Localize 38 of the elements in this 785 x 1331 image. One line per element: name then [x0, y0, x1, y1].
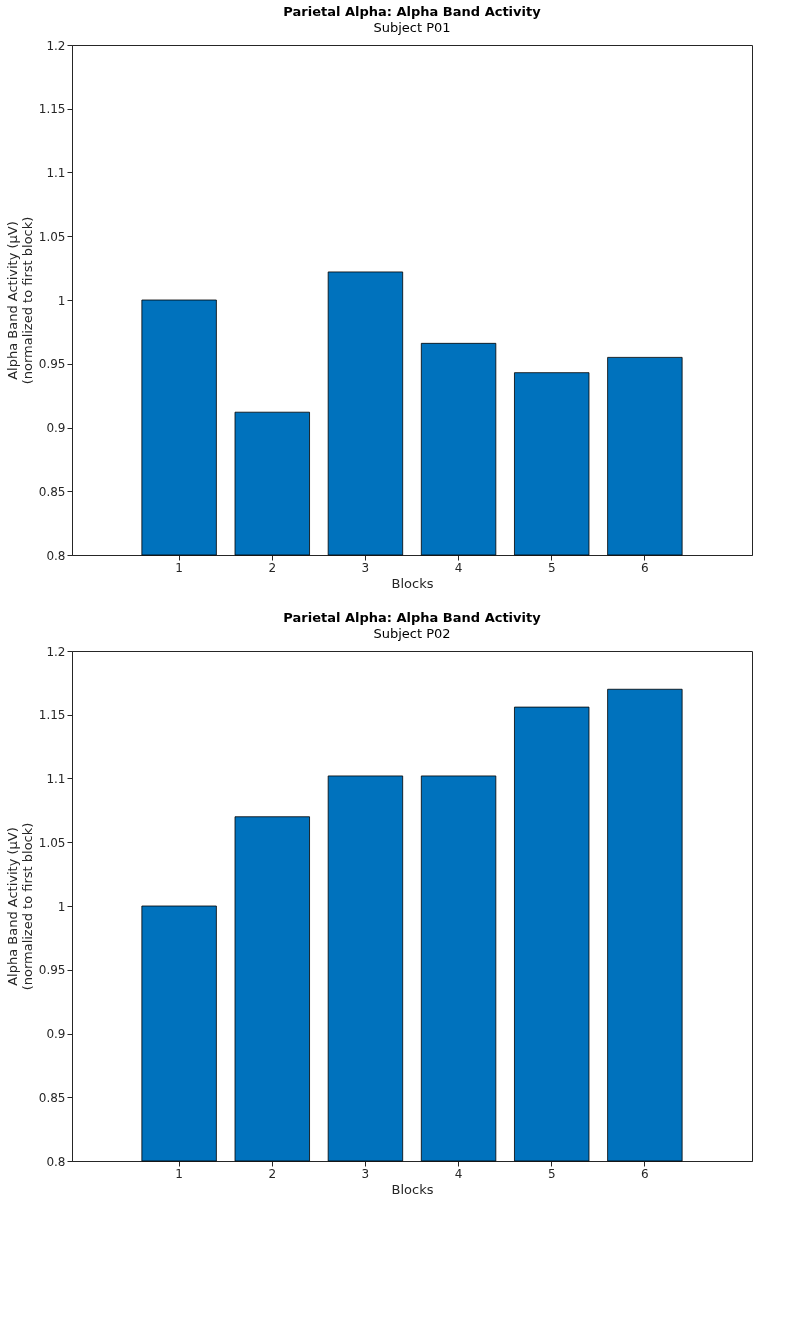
y-tick-label: 1.05	[38, 835, 66, 850]
y-tick-label: 0.95	[38, 963, 66, 978]
y-tick-label: 1.2	[46, 38, 66, 53]
y-tick-label: 1.15	[38, 102, 66, 117]
chart-title: Parietal Alpha: Alpha Band Activity	[283, 610, 542, 625]
y-tick-label: 0.8	[46, 1154, 66, 1169]
x-tick-label: 6	[641, 1166, 649, 1181]
x-tick-label: 4	[454, 560, 463, 575]
x-tick-label: 1	[175, 1166, 183, 1181]
y-tick-label: 0.9	[46, 1027, 66, 1041]
x-axis-title: Blocks	[391, 1181, 434, 1197]
y-tick-label: 0.95	[38, 357, 66, 372]
x-tick-label: 5	[547, 560, 556, 575]
x-tick-label: 1	[175, 560, 183, 575]
y-tick-label: 1.1	[46, 772, 66, 786]
x-tick-label: 3	[361, 1166, 370, 1181]
y-tick-label: 0.9	[46, 421, 66, 435]
y-tick-label: 0.85	[38, 1090, 66, 1105]
y-axis-title: Alpha Band Activity (µV) (normalized to first block)	[4, 822, 35, 991]
x-tick-label: 4	[454, 1166, 463, 1181]
x-tick-label: 2	[268, 560, 277, 575]
y-axis-title: Alpha Band Activity (µV) (normalized to first block)	[4, 216, 35, 385]
x-axis-title: Blocks	[391, 575, 434, 591]
y-tick-label: 0.8	[46, 548, 66, 563]
x-tick-label: 6	[641, 560, 649, 575]
chart-subtitle: Subject P01	[373, 20, 451, 35]
y-tick-label: 1	[57, 899, 66, 914]
chart-title: Parietal Alpha: Alpha Band Activity	[283, 4, 542, 19]
chart-subtitle: Subject P02	[373, 626, 451, 641]
y-tick-label: 1.05	[38, 229, 66, 244]
x-tick-label: 2	[268, 1166, 277, 1181]
y-tick-label: 0.85	[38, 484, 66, 499]
x-tick-label: 3	[361, 560, 370, 575]
y-tick-label: 1	[57, 293, 66, 308]
y-tick-label: 1.2	[46, 644, 66, 659]
y-tick-label: 1.1	[46, 166, 66, 180]
y-tick-label: 1.15	[38, 708, 66, 723]
x-tick-label: 5	[547, 1166, 556, 1181]
